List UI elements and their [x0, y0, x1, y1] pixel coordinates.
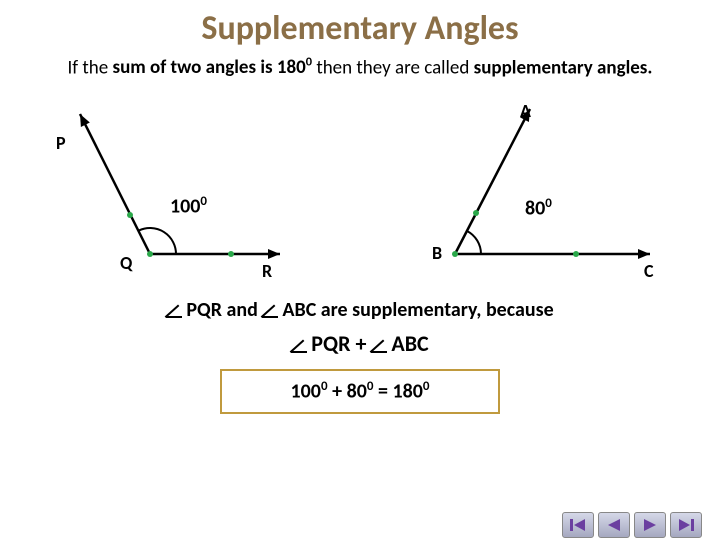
label-P: P	[56, 132, 66, 154]
angle-measure-right: 800	[525, 196, 552, 221]
nav-last-button[interactable]	[670, 512, 702, 538]
nav-first-button[interactable]	[562, 512, 594, 538]
angle-icon	[166, 302, 184, 318]
label-Q: Q	[120, 252, 132, 274]
angle-icon	[291, 337, 309, 353]
result-box: 1000 + 800 = 1800	[220, 369, 500, 414]
nav-prev-button[interactable]	[598, 512, 630, 538]
angle-icon	[371, 337, 389, 353]
angle-measure-left: 1000	[170, 194, 207, 219]
label-B: B	[432, 242, 442, 264]
figures-area: P R Q 1000 A C B 800	[0, 84, 720, 294]
angle-sum-expression: PQR + ABC	[0, 330, 720, 357]
nav-next-button[interactable]	[634, 512, 666, 538]
point-C	[573, 251, 579, 257]
nav-controls	[562, 512, 702, 538]
supplementary-statement: PQR and ABC are supplementary, because	[0, 298, 720, 322]
label-C: C	[644, 260, 654, 282]
label-A: A	[520, 100, 531, 122]
label-R: R	[262, 260, 272, 282]
angle-icon	[262, 302, 280, 318]
definition-text: If the sum of two angles is 1800 then th…	[0, 55, 720, 80]
point-R	[228, 251, 234, 257]
page-title: Supplementary Angles	[0, 8, 720, 49]
